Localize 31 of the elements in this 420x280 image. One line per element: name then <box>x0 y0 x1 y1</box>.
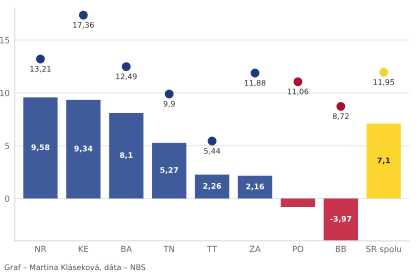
point <box>208 136 216 146</box>
x-tick-label: NR <box>35 246 46 252</box>
bar <box>280 198 316 207</box>
point <box>336 102 346 111</box>
y-tick-label: 5 <box>5 142 10 150</box>
point <box>122 62 131 71</box>
bar <box>324 198 358 240</box>
point <box>250 68 260 78</box>
point <box>78 10 88 20</box>
x-tick-label: TN <box>164 246 174 252</box>
point <box>36 54 45 64</box>
x-tick-label: KE <box>78 246 88 252</box>
y-tick-label: 10 <box>0 90 10 96</box>
bar <box>194 174 230 199</box>
x-tick-label: SR spolu <box>366 246 402 254</box>
x-tick-label: BA <box>121 246 132 252</box>
x-tick-label: ZA <box>250 246 261 252</box>
x-tick-label: BB <box>336 246 346 252</box>
point <box>164 90 174 98</box>
x-tick-label: PO <box>292 246 304 252</box>
bar <box>238 176 272 199</box>
point <box>379 68 388 77</box>
bar <box>109 112 144 199</box>
x-tick-label: TT <box>207 246 218 252</box>
bar <box>23 97 58 199</box>
bar <box>366 124 401 199</box>
point <box>294 77 302 86</box>
y-tick-label: 15 <box>0 37 10 44</box>
bar <box>66 100 101 199</box>
bar <box>152 142 186 199</box>
y-tick-label: 0 <box>5 196 10 202</box>
